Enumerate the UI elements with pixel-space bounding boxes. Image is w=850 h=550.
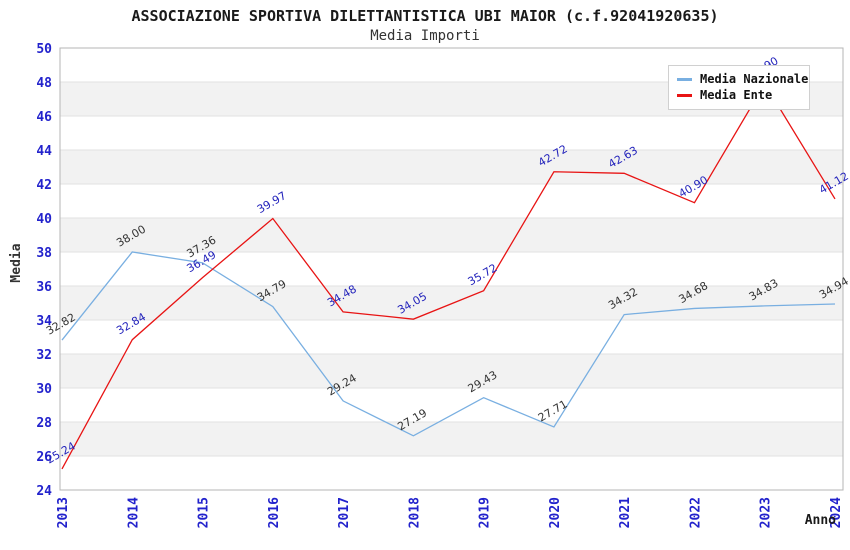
x-axis-title: Anno [804, 513, 836, 528]
data-label: 27.71 [536, 398, 570, 425]
legend-label-nazionale: Media Nazionale [700, 72, 809, 86]
y-axis-title: Media [9, 243, 24, 283]
y-tick-label: 28 [36, 416, 52, 431]
y-tick-label: 44 [36, 144, 52, 159]
x-tick-label: 2022 [688, 497, 703, 528]
x-tick-label: 2020 [548, 497, 563, 528]
x-tick-label: 2021 [618, 497, 633, 528]
legend-label-ente: Media Ente [700, 88, 773, 102]
plot-band [60, 354, 843, 388]
y-tick-label: 30 [36, 382, 52, 397]
data-label: 39.97 [255, 189, 289, 216]
y-tick-label: 42 [36, 178, 52, 193]
y-tick-label: 38 [36, 246, 52, 261]
y-tick-label: 24 [36, 484, 52, 499]
x-tick-label: 2013 [56, 497, 71, 528]
legend-item-media-nazionale: Media Nazionale [677, 72, 808, 86]
plot-band [60, 218, 843, 252]
data-label: 35.72 [466, 261, 500, 288]
x-tick-label: 2014 [126, 497, 141, 528]
x-tick-label: 2018 [407, 497, 422, 528]
y-tick-label: 40 [36, 212, 52, 227]
y-tick-label: 48 [36, 76, 52, 91]
plot-band [60, 422, 843, 456]
chart-subtitle: Media Importi [370, 28, 480, 44]
y-tick-label: 32 [36, 348, 52, 363]
plot-border [59, 47, 844, 491]
x-tick-label: 2019 [478, 497, 493, 528]
y-tick-label: 50 [36, 42, 52, 57]
x-tick-label: 2023 [759, 497, 774, 528]
chart-title: ASSOCIAZIONE SPORTIVA DILETTANTISTICA UB… [131, 7, 719, 25]
series-line-media-nazionale [61, 251, 836, 437]
y-tick-label: 26 [36, 450, 52, 465]
x-tick-label: 2024 [829, 497, 844, 528]
legend-item-media-ente: Media Ente [677, 88, 801, 102]
y-tick-label: 34 [36, 314, 52, 329]
plot-band [60, 286, 843, 320]
legend: Media Nazionale Media Ente [668, 65, 810, 110]
x-tick-label: 2016 [267, 497, 282, 528]
y-tick-label: 46 [36, 110, 52, 125]
legend-swatch-ente-icon [677, 93, 692, 97]
x-tick-label: 2017 [337, 497, 352, 528]
series-line-media-ente [61, 82, 836, 470]
y-tick-label: 36 [36, 280, 52, 295]
legend-swatch-nazionale-icon [677, 77, 692, 81]
plot-band [60, 150, 843, 184]
x-tick-label: 2015 [197, 497, 212, 528]
